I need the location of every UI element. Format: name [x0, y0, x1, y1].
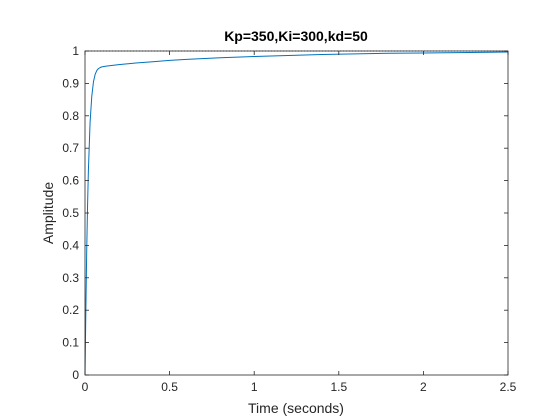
y-tick-label: 0.2: [62, 303, 79, 317]
axes-layer: 0 0.5 1 1.5 2 2.5 0 0.1 0.2 0.3 0.4 0.5 0.6 0.7 0.8 0.9…: [62, 44, 516, 394]
y-tick-label: 0.9: [62, 76, 79, 90]
y-tick-label: 0.8: [62, 109, 79, 123]
y-tick-label: 0: [72, 368, 79, 382]
x-tick-label: 0: [82, 380, 89, 394]
x-tick-label: 1.5: [330, 380, 347, 394]
y-tick-label: 0.5: [62, 206, 79, 220]
y-tick-label: 0.3: [62, 271, 79, 285]
x-tick-label: 0.5: [161, 380, 178, 394]
x-axis-label: Time (seconds): [248, 400, 344, 416]
x-tick-label: 2: [420, 380, 427, 394]
y-tick-label: 1: [72, 44, 79, 58]
chart-title: Kp=350,Ki=300,kd=50: [224, 28, 368, 44]
x-tick-label: 1: [251, 380, 258, 394]
y-tick-label: 0.4: [62, 238, 79, 252]
y-tick-label: 0.7: [62, 141, 79, 155]
series-layer: [84, 51, 509, 376]
y-tick-label: 0.1: [62, 336, 79, 350]
y-axis-label: Amplitude: [40, 182, 56, 244]
y-tick-label: 0.6: [62, 174, 79, 188]
x-tick-label: 2.5: [500, 380, 517, 394]
series-line-0: [84, 51, 509, 376]
axes-box: [84, 50, 509, 376]
